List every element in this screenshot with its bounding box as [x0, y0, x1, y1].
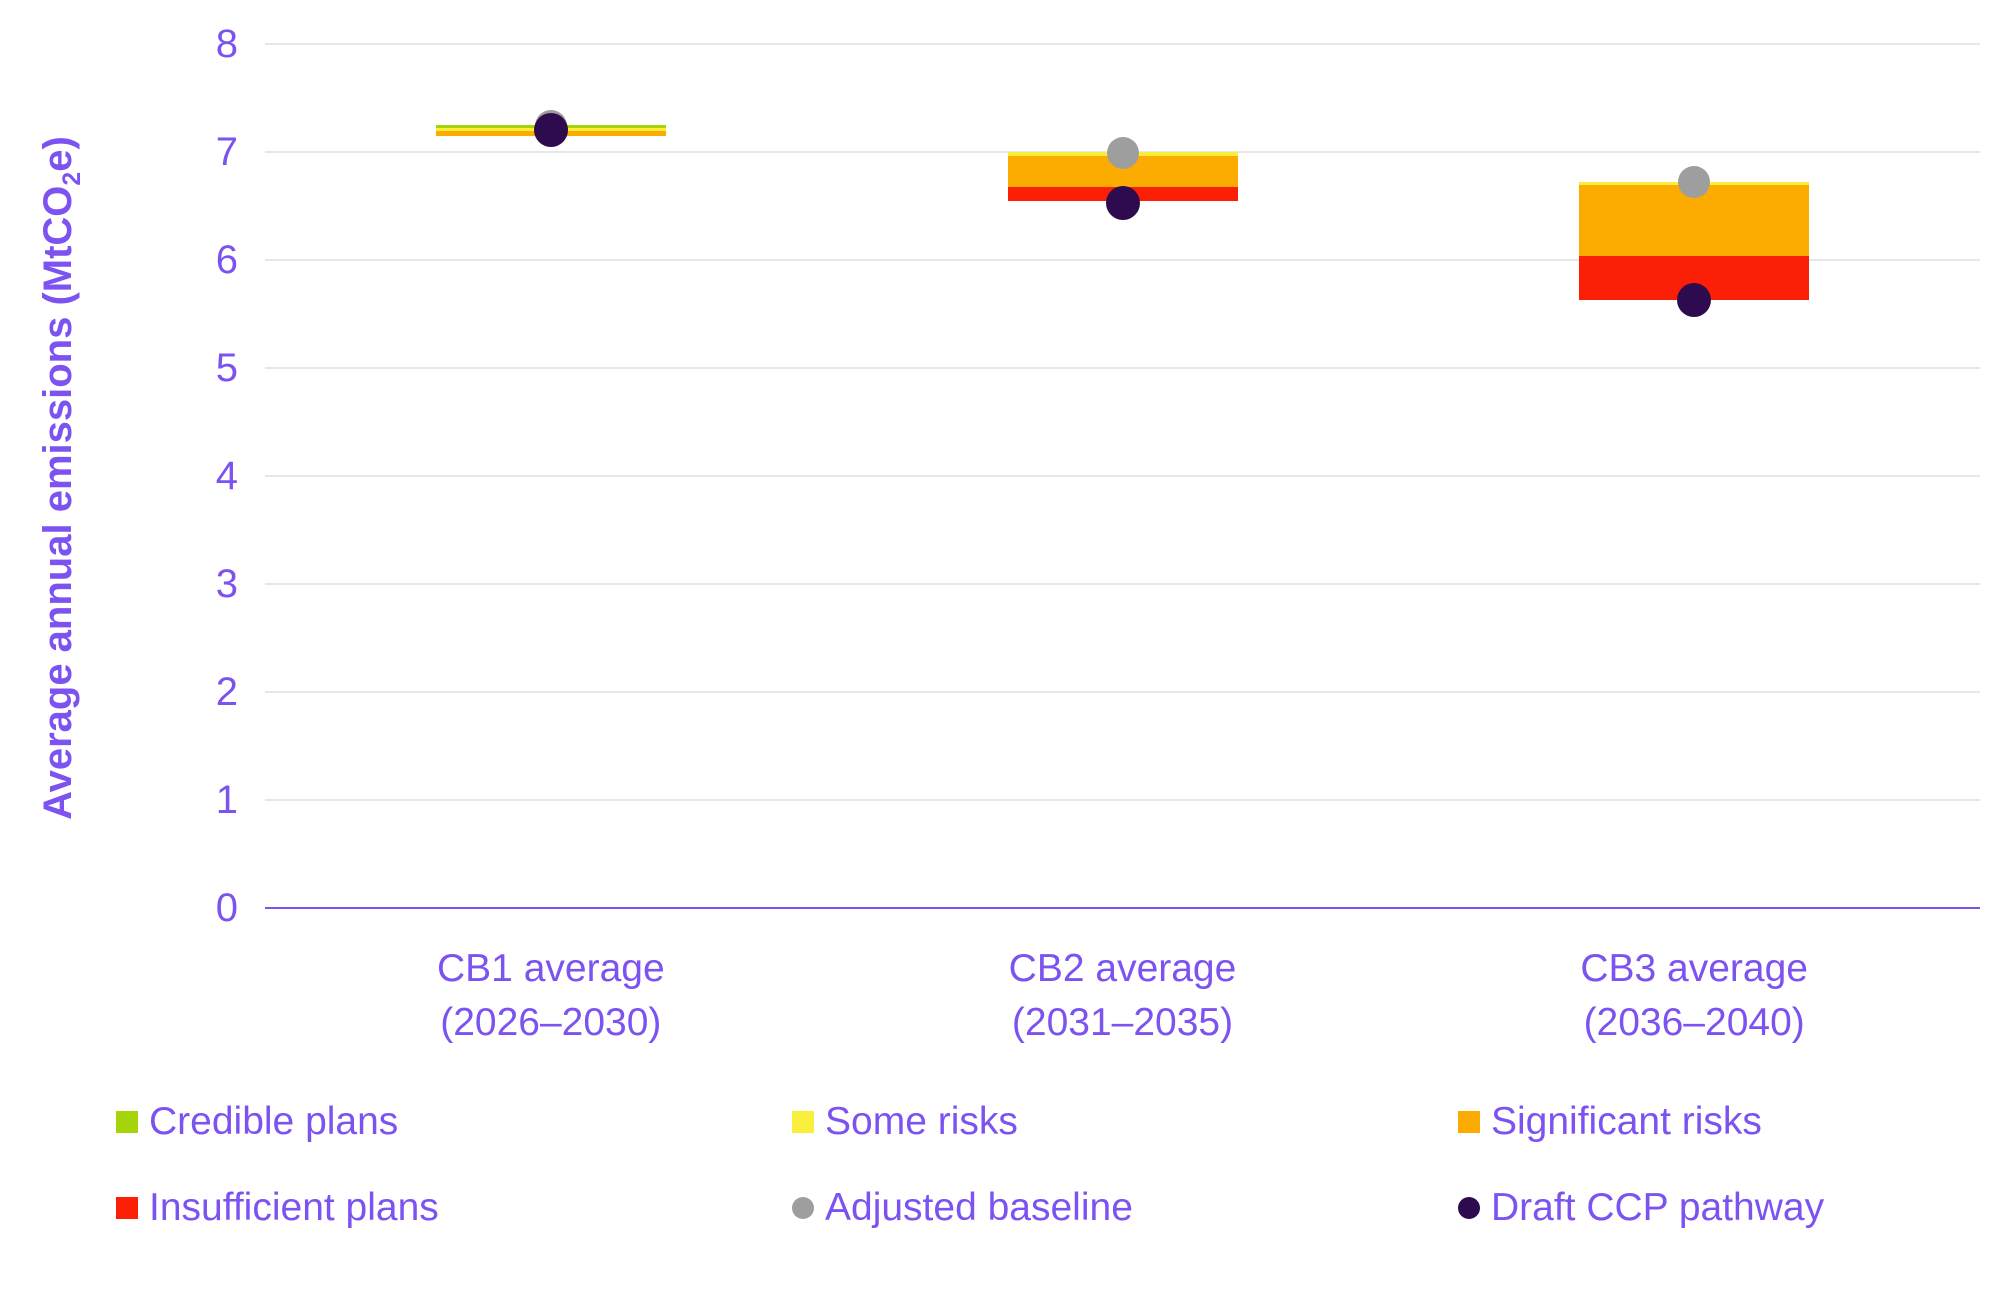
x-category-label-cb2-line2: (2031–2035) — [1011, 1000, 1234, 1044]
legend-label-credible-plans: Credible plans — [149, 1100, 399, 1143]
legend-label-significant-risks: Significant risks — [1491, 1100, 1762, 1143]
x-axis-line — [265, 907, 1980, 909]
insufficient-plans-swatch-icon — [116, 1197, 138, 1219]
y-tick-label-0: 0 — [215, 886, 238, 930]
legend-item-significant-risks: Significant risks — [1458, 1096, 1762, 1148]
x-category-label-cb2-line1: CB2 average — [1008, 947, 1237, 990]
adjusted-baseline-dot-cb2 — [1106, 137, 1139, 170]
legend-item-insufficient-plans: Insufficient plans — [116, 1182, 439, 1234]
legend-label-draft-ccp-pathway: Draft CCP pathway — [1491, 1186, 1825, 1229]
legend-label-some-risks: Some risks — [825, 1100, 1018, 1143]
x-category-label-cb2: CB2 average (2031–2035) — [823, 942, 1423, 1050]
credible-plans-swatch-icon — [116, 1111, 138, 1133]
x-category-label-cb1: CB1 average (2026–2030) — [251, 942, 851, 1050]
y-tick-label-5: 5 — [215, 346, 238, 390]
draft-ccp-pathway-dot-cb2 — [1105, 185, 1140, 220]
legend-label-insufficient-plans: Insufficient plans — [149, 1186, 439, 1229]
gridline-4 — [265, 475, 1980, 477]
y-tick-label-7: 7 — [215, 130, 238, 174]
y-tick-label-3: 3 — [215, 562, 238, 606]
y-axis-title-subscript: 2 — [59, 171, 86, 186]
adjusted-baseline-dot-cb3 — [1678, 166, 1711, 199]
y-axis-title-text: Average annual emissions (MtCO — [36, 185, 80, 820]
gridline-2 — [265, 691, 1980, 693]
legend-label-adjusted-baseline: Adjusted baseline — [825, 1186, 1133, 1229]
x-category-label-cb3: CB3 average (2036–2040) — [1394, 942, 1994, 1050]
y-axis-title: Average annual emissions (MtCO2e) — [28, 28, 88, 928]
legend-item-some-risks: Some risks — [792, 1096, 1018, 1148]
x-category-label-cb1-line1: CB1 average — [437, 947, 665, 990]
y-tick-label-6: 6 — [215, 238, 238, 282]
legend-item-credible-plans: Credible plans — [116, 1096, 398, 1148]
significant-risks-swatch-icon — [1458, 1111, 1480, 1133]
some-risks-swatch-icon — [792, 1111, 814, 1133]
legend-item-adjusted-baseline: Adjusted baseline — [792, 1182, 1133, 1234]
draft-ccp-pathway-swatch-icon — [1458, 1197, 1480, 1219]
gridline-6 — [265, 259, 1980, 261]
x-category-label-cb1-line2: (2026–2030) — [440, 1000, 662, 1044]
gridline-1 — [265, 799, 1980, 801]
y-tick-label-8: 8 — [215, 22, 238, 66]
legend-item-draft-ccp-pathway: Draft CCP pathway — [1458, 1182, 1824, 1234]
y-tick-label-2: 2 — [215, 670, 238, 714]
gridline-5 — [265, 367, 1980, 369]
y-tick-label-4: 4 — [215, 454, 238, 498]
y-tick-label-1: 1 — [215, 778, 238, 822]
gridline-8 — [265, 43, 1980, 45]
adjusted-baseline-swatch-icon — [792, 1197, 814, 1219]
draft-ccp-pathway-dot-cb1 — [533, 113, 568, 148]
y-axis-title-text-end: e) — [36, 136, 80, 172]
x-category-label-cb3-line1: CB3 average — [1580, 947, 1808, 990]
gridline-3 — [265, 583, 1980, 585]
x-category-label-cb3-line2: (2036–2040) — [1583, 1000, 1805, 1044]
draft-ccp-pathway-dot-cb3 — [1677, 282, 1712, 317]
